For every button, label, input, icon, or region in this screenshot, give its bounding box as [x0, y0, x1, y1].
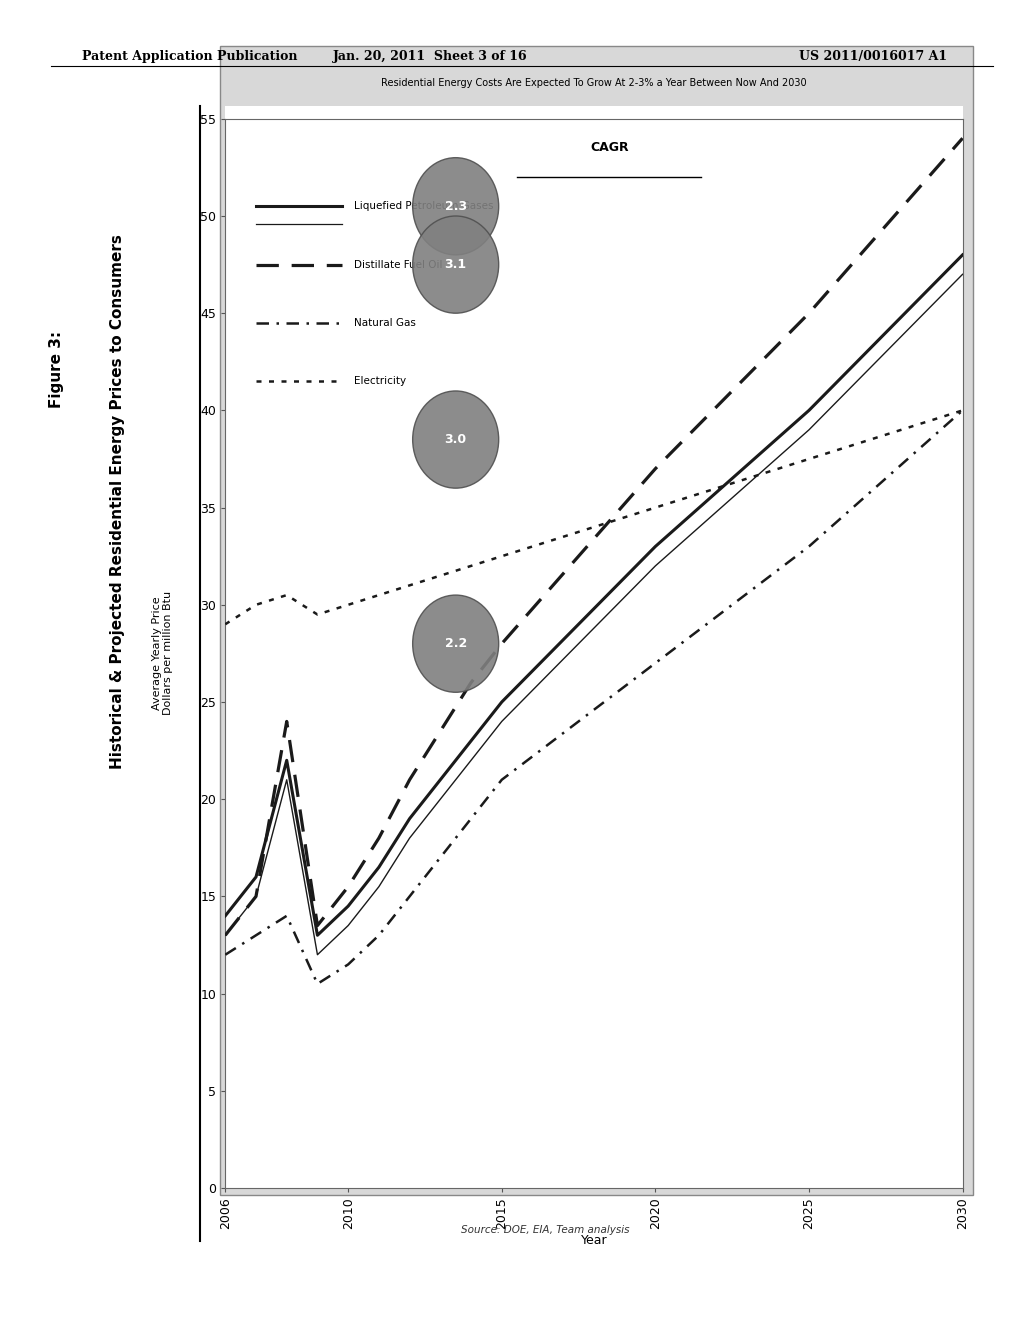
Ellipse shape [413, 595, 499, 692]
Text: Historical & Projected Residential Energy Prices to Consumers: Historical & Projected Residential Energ… [111, 234, 125, 770]
Text: 2.3: 2.3 [444, 199, 467, 213]
Text: 2.2: 2.2 [444, 638, 467, 651]
Text: Distillate Fuel Oil: Distillate Fuel Oil [354, 260, 442, 269]
Text: 3.0: 3.0 [444, 433, 467, 446]
Text: 3.1: 3.1 [444, 259, 467, 271]
Text: Patent Application Publication: Patent Application Publication [82, 50, 297, 63]
Ellipse shape [413, 157, 499, 255]
Text: Figure 3:: Figure 3: [49, 331, 63, 408]
X-axis label: Year: Year [581, 1234, 607, 1247]
Text: US 2011/0016017 A1: US 2011/0016017 A1 [799, 50, 947, 63]
Text: Average Yearly Price
Dollars per million Btu: Average Yearly Price Dollars per million… [152, 591, 173, 715]
Ellipse shape [413, 391, 499, 488]
Text: Residential Energy Costs Are Expected To Grow At 2-3% a Year Between Now And 203: Residential Energy Costs Are Expected To… [381, 78, 807, 87]
Text: Jan. 20, 2011  Sheet 3 of 16: Jan. 20, 2011 Sheet 3 of 16 [333, 50, 527, 63]
Text: Electricity: Electricity [354, 376, 407, 387]
Text: CAGR: CAGR [590, 141, 629, 154]
Text: Source: DOE, EIA, Team analysis: Source: DOE, EIA, Team analysis [461, 1225, 630, 1236]
Text: Natural Gas: Natural Gas [354, 318, 416, 327]
Ellipse shape [413, 216, 499, 313]
Text: Liquefied Petroleum Gases: Liquefied Petroleum Gases [354, 201, 494, 211]
